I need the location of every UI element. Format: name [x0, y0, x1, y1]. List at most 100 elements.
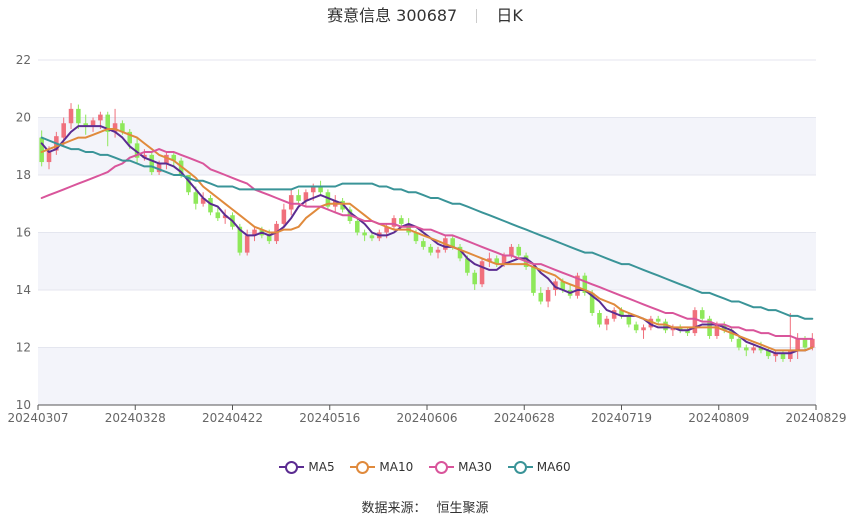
candle-body: [751, 347, 756, 351]
candle-body: [421, 241, 426, 247]
candle: [222, 209, 228, 224]
candle-body: [560, 281, 566, 290]
candle-body: [200, 198, 206, 204]
candle: [699, 307, 705, 322]
candle-body: [428, 246, 433, 253]
legend-marker-ma10: [350, 460, 376, 474]
candle-body: [112, 123, 118, 132]
x-tick-label: 20240719: [591, 411, 652, 425]
candle-body: [61, 123, 66, 138]
legend-item-ma30[interactable]: MA30: [429, 457, 492, 477]
candle-body: [215, 212, 221, 219]
candle: [200, 192, 206, 207]
candle: [244, 229, 250, 256]
candle-body: [281, 209, 287, 224]
candle-body: [39, 137, 44, 163]
candle-body: [780, 353, 786, 359]
candle-body: [68, 108, 74, 124]
candle-body: [582, 275, 588, 293]
y-tick-label: 12: [16, 341, 31, 355]
candle: [780, 350, 786, 362]
candle: [149, 152, 155, 175]
candle-body: [76, 108, 81, 124]
candle: [399, 215, 404, 227]
candle: [538, 287, 544, 305]
legend-item-ma60[interactable]: MA60: [507, 457, 571, 477]
candle: [575, 272, 580, 299]
candle: [611, 307, 617, 322]
candle-body: [134, 143, 140, 158]
candle-body: [178, 160, 184, 175]
candle-body: [252, 229, 257, 236]
candle: [641, 324, 646, 339]
legend-item-ma5[interactable]: MA5: [279, 457, 335, 477]
candle: [743, 344, 749, 357]
candle-body: [531, 267, 536, 293]
candle-body: [244, 235, 250, 253]
candle: [318, 180, 323, 196]
candle-body: [648, 318, 654, 328]
candle: [354, 218, 360, 236]
candle: [795, 333, 800, 359]
legend-item-ma10[interactable]: MA10: [350, 457, 413, 477]
candle: [362, 229, 367, 242]
candle-body: [193, 192, 199, 204]
candle-body: [766, 350, 771, 357]
candle: [215, 206, 221, 221]
candle-body: [788, 350, 793, 359]
candle-body: [362, 232, 367, 236]
y-tick-label: 20: [16, 111, 31, 125]
candle-body: [516, 246, 522, 256]
candle-body: [465, 258, 470, 273]
candle-body: [288, 195, 294, 210]
candle-body: [450, 238, 455, 247]
chart-title: 赛意信息 300687: [327, 6, 458, 25]
candle: [296, 189, 301, 204]
candle: [68, 103, 74, 129]
candle-body: [384, 226, 389, 233]
candle-body: [46, 150, 52, 163]
candle-body: [699, 310, 705, 319]
plot-band: [38, 347, 816, 405]
candle: [457, 244, 463, 262]
candle-body: [237, 226, 243, 253]
candle-body: [802, 338, 808, 348]
candle-body: [186, 175, 191, 193]
series-line-ma30: [40, 148, 814, 340]
legend-label-ma30: MA30: [458, 460, 492, 474]
y-axis: 10 12 14 16 18 20 22: [16, 53, 31, 412]
candle-body: [589, 292, 595, 313]
candle-body: [354, 221, 360, 233]
source-value: 恒生聚源: [436, 501, 489, 516]
period-label[interactable]: 日K: [496, 6, 523, 25]
candle: [479, 258, 485, 288]
candle-body: [472, 272, 477, 285]
plot-band: [38, 117, 816, 175]
candle-body: [391, 218, 397, 227]
candle-body: [795, 338, 800, 351]
series-line-ma60: [40, 136, 814, 320]
candle: [736, 336, 742, 351]
y-tick-label: 16: [16, 226, 31, 240]
ma-lines: [40, 125, 814, 355]
candle-body: [303, 192, 309, 201]
candle-body: [597, 313, 602, 325]
candle-body: [90, 120, 96, 127]
candle-body: [413, 232, 419, 242]
candle: [428, 244, 433, 256]
candle: [545, 287, 551, 308]
candle: [83, 114, 88, 135]
candle: [663, 318, 668, 334]
plot-band: [38, 232, 816, 290]
candle-body: [641, 327, 646, 331]
candle: [90, 117, 96, 132]
legend-marker-ma60: [507, 460, 533, 474]
grid-lines: [38, 59, 816, 348]
candle: [369, 232, 375, 242]
candle: [472, 269, 477, 290]
candle: [171, 152, 177, 167]
candle: [435, 246, 441, 259]
candle-body: [545, 290, 551, 302]
candle: [531, 264, 536, 296]
